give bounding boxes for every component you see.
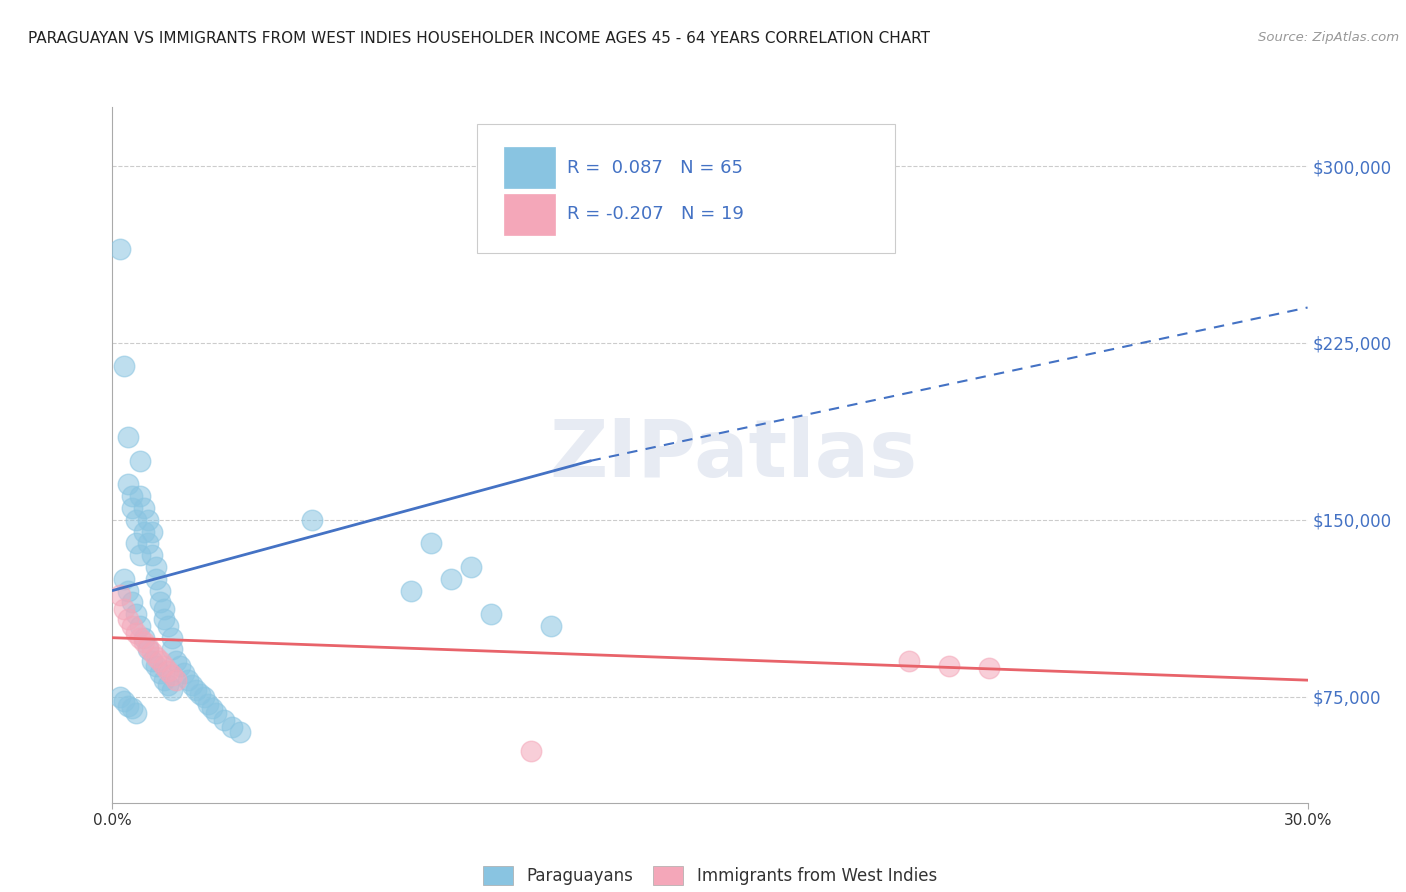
Point xyxy=(177,673,200,688)
Point xyxy=(117,699,139,714)
Point xyxy=(188,687,211,701)
Point xyxy=(129,489,152,503)
Point xyxy=(221,720,243,734)
Point xyxy=(117,612,139,626)
Point xyxy=(114,572,135,586)
Point xyxy=(138,640,160,654)
Point xyxy=(117,477,139,491)
Point xyxy=(460,560,482,574)
Point xyxy=(162,668,183,682)
Point xyxy=(114,694,135,708)
Point xyxy=(134,635,156,649)
Point xyxy=(540,619,562,633)
Point xyxy=(153,602,176,616)
Point xyxy=(138,642,160,657)
Point xyxy=(193,690,215,704)
Point xyxy=(165,654,187,668)
Point xyxy=(141,524,163,539)
Text: R = -0.207   N = 19: R = -0.207 N = 19 xyxy=(567,205,744,223)
Point xyxy=(977,661,1000,675)
Text: Source: ZipAtlas.com: Source: ZipAtlas.com xyxy=(1258,31,1399,45)
Point xyxy=(898,654,921,668)
Point xyxy=(110,588,132,602)
Point xyxy=(440,572,463,586)
Point xyxy=(145,649,167,664)
Point xyxy=(110,690,132,704)
Point xyxy=(141,548,163,562)
Point xyxy=(205,706,228,721)
Point xyxy=(125,607,148,621)
Point xyxy=(169,659,191,673)
Point xyxy=(149,595,172,609)
Point xyxy=(479,607,502,621)
FancyBboxPatch shape xyxy=(477,124,896,253)
Point xyxy=(138,536,160,550)
Point xyxy=(229,725,252,739)
Point xyxy=(117,430,139,444)
Point xyxy=(141,645,163,659)
Point xyxy=(149,583,172,598)
Point xyxy=(125,513,148,527)
Point xyxy=(149,654,172,668)
Point xyxy=(181,678,204,692)
Point xyxy=(420,536,443,550)
FancyBboxPatch shape xyxy=(505,147,554,188)
Point xyxy=(201,701,224,715)
Point xyxy=(129,631,152,645)
Point xyxy=(141,654,163,668)
Point xyxy=(125,706,148,721)
Text: R =  0.087   N = 65: R = 0.087 N = 65 xyxy=(567,159,742,177)
Point xyxy=(153,659,176,673)
Point xyxy=(145,572,167,586)
Point xyxy=(938,659,960,673)
Point xyxy=(121,500,143,515)
Point xyxy=(157,619,180,633)
Point xyxy=(401,583,423,598)
FancyBboxPatch shape xyxy=(505,194,554,235)
Point xyxy=(134,631,156,645)
Point xyxy=(129,454,152,468)
Point xyxy=(149,666,172,681)
Point xyxy=(153,673,176,688)
Point xyxy=(114,602,135,616)
Point xyxy=(157,664,180,678)
Point xyxy=(121,489,143,503)
Point xyxy=(162,642,183,657)
Text: PARAGUAYAN VS IMMIGRANTS FROM WEST INDIES HOUSEHOLDER INCOME AGES 45 - 64 YEARS : PARAGUAYAN VS IMMIGRANTS FROM WEST INDIE… xyxy=(28,31,931,46)
Point xyxy=(301,513,323,527)
Point xyxy=(520,744,543,758)
Point xyxy=(212,713,235,727)
Legend: Paraguayans, Immigrants from West Indies: Paraguayans, Immigrants from West Indies xyxy=(484,865,936,885)
Point xyxy=(134,524,156,539)
Point xyxy=(173,666,195,681)
Point xyxy=(129,548,152,562)
Point xyxy=(110,242,132,256)
Point xyxy=(114,359,135,374)
Point xyxy=(186,682,208,697)
Point xyxy=(145,560,167,574)
Point xyxy=(117,583,139,598)
Point xyxy=(153,612,176,626)
Point xyxy=(157,678,180,692)
Point xyxy=(162,682,183,697)
Point xyxy=(121,595,143,609)
Point xyxy=(121,619,143,633)
Point xyxy=(197,697,219,711)
Point xyxy=(129,619,152,633)
Point xyxy=(125,536,148,550)
Point xyxy=(165,673,187,688)
Point xyxy=(145,659,167,673)
Point xyxy=(134,500,156,515)
Text: ZIPatlas: ZIPatlas xyxy=(550,416,918,494)
Point xyxy=(138,513,160,527)
Point xyxy=(125,626,148,640)
Point xyxy=(121,701,143,715)
Point xyxy=(162,631,183,645)
